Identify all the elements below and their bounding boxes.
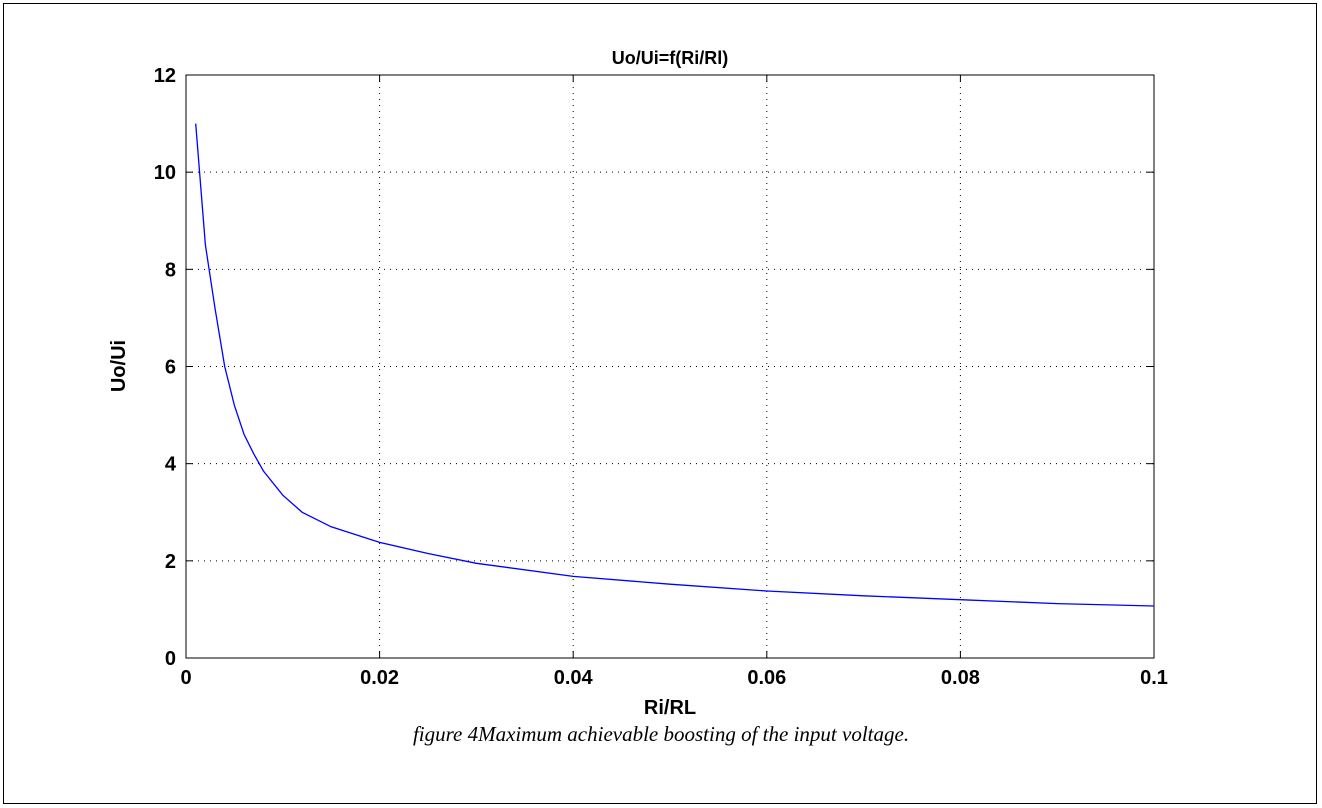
y-tick-label: 4 xyxy=(165,454,177,476)
y-tick-label: 0 xyxy=(165,648,176,670)
series-line xyxy=(195,123,1155,607)
axis-ticks: 0 0.02 0.04 0.06 0.08 0.1 0 2 4 6 8 10 12 xyxy=(154,65,1168,689)
figure-caption: figure 4Maximum achievable boosting of t… xyxy=(412,722,910,746)
y-tick-label: 10 xyxy=(154,162,176,184)
x-tick-label: 0.04 xyxy=(554,667,594,689)
y-tick-label: 2 xyxy=(165,551,176,573)
chart-title: Uo/Ui=f(Ri/Rl) xyxy=(612,48,729,68)
x-tick-label: 0.1 xyxy=(1140,667,1168,689)
series-group xyxy=(195,123,1155,607)
figure-frame xyxy=(3,3,1317,804)
y-axis-label: Uo/Ui xyxy=(108,340,130,392)
grid xyxy=(186,75,1154,658)
x-tick-label: 0.02 xyxy=(360,667,399,689)
x-axis-label: Ri/RL xyxy=(644,697,696,719)
x-tick-label: 0 xyxy=(180,667,191,689)
x-tick-label: 0.08 xyxy=(941,667,980,689)
x-tick-label: 0.06 xyxy=(747,667,786,689)
y-tick-label: 8 xyxy=(165,259,176,281)
y-tick-label: 6 xyxy=(165,357,176,379)
y-tick-label: 12 xyxy=(154,65,176,87)
